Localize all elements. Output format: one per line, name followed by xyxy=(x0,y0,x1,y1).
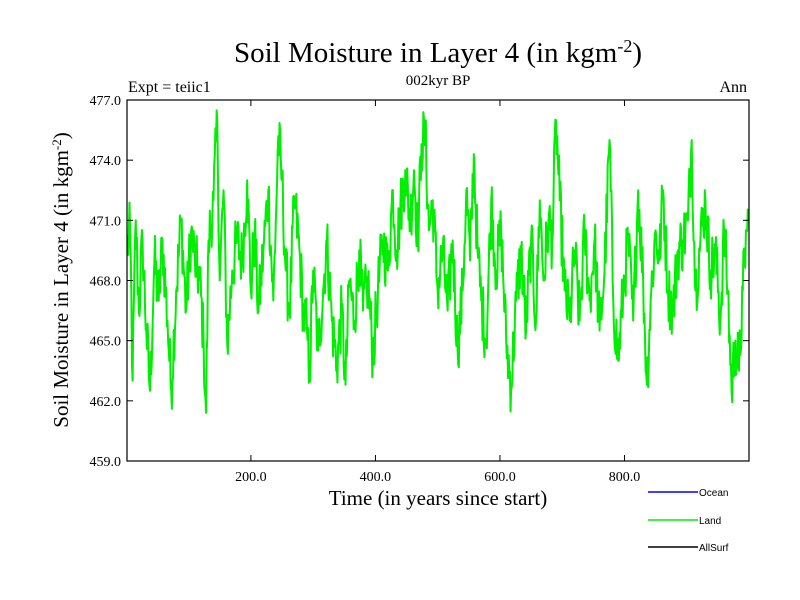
y-tick-label: 477.0 xyxy=(90,94,122,109)
x-axis-label: Time (in years since start) xyxy=(329,486,548,510)
x-axis: 200.0 400.0 600.0 800.0 xyxy=(235,100,640,485)
x-tick-label: 200.0 xyxy=(235,470,267,485)
legend-label-land: Land xyxy=(699,516,721,527)
x-tick-label: 800.0 xyxy=(609,470,641,485)
subtitle-center: 002kyr BP xyxy=(406,73,471,89)
y-tick-label: 471.0 xyxy=(90,214,122,229)
y-tick-label: 459.0 xyxy=(90,455,122,470)
legend: Ocean Land AllSurf xyxy=(648,488,729,554)
chart-title: Soil Moisture in Layer 4 (in kgm-2) xyxy=(234,36,642,69)
x-tick-label: 600.0 xyxy=(484,470,516,485)
legend-label-ocean: Ocean xyxy=(699,488,728,499)
y-tick-label: 465.0 xyxy=(90,335,122,350)
y-tick-label: 462.0 xyxy=(90,395,122,410)
legend-label-allsurf: AllSurf xyxy=(699,543,729,554)
y-axis-label: Soil Moisture in Layer 4 (in kgm-2) xyxy=(49,132,74,427)
x-tick-label: 400.0 xyxy=(360,470,392,485)
y-tick-label: 474.0 xyxy=(90,154,122,169)
series-land-line xyxy=(127,109,749,414)
subtitle-left: Expt = teiic1 xyxy=(128,79,211,96)
y-axis: 459.0 462.0 465.0 468.0 471.0 474.0 477.0 xyxy=(90,94,749,470)
y-tick-label: 468.0 xyxy=(90,275,122,290)
subtitle-right: Ann xyxy=(719,79,747,96)
